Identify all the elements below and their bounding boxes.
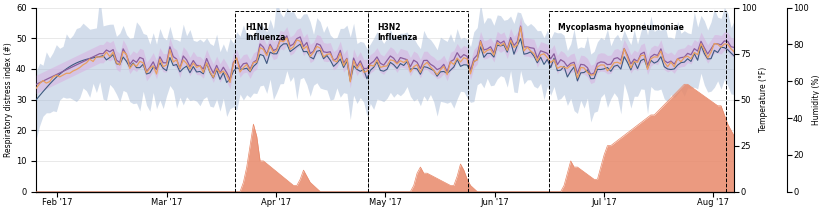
Y-axis label: Temperature (°F): Temperature (°F) [758, 67, 767, 132]
Text: H1N1
Influenza: H1N1 Influenza [246, 23, 286, 42]
Text: H3N2
Influenza: H3N2 Influenza [377, 23, 417, 42]
Y-axis label: Respiratory distress index (#): Respiratory distress index (#) [4, 42, 13, 157]
Y-axis label: Humidity (%): Humidity (%) [811, 74, 819, 125]
Text: Mycoplasma hyopneumoniae: Mycoplasma hyopneumoniae [557, 23, 683, 32]
